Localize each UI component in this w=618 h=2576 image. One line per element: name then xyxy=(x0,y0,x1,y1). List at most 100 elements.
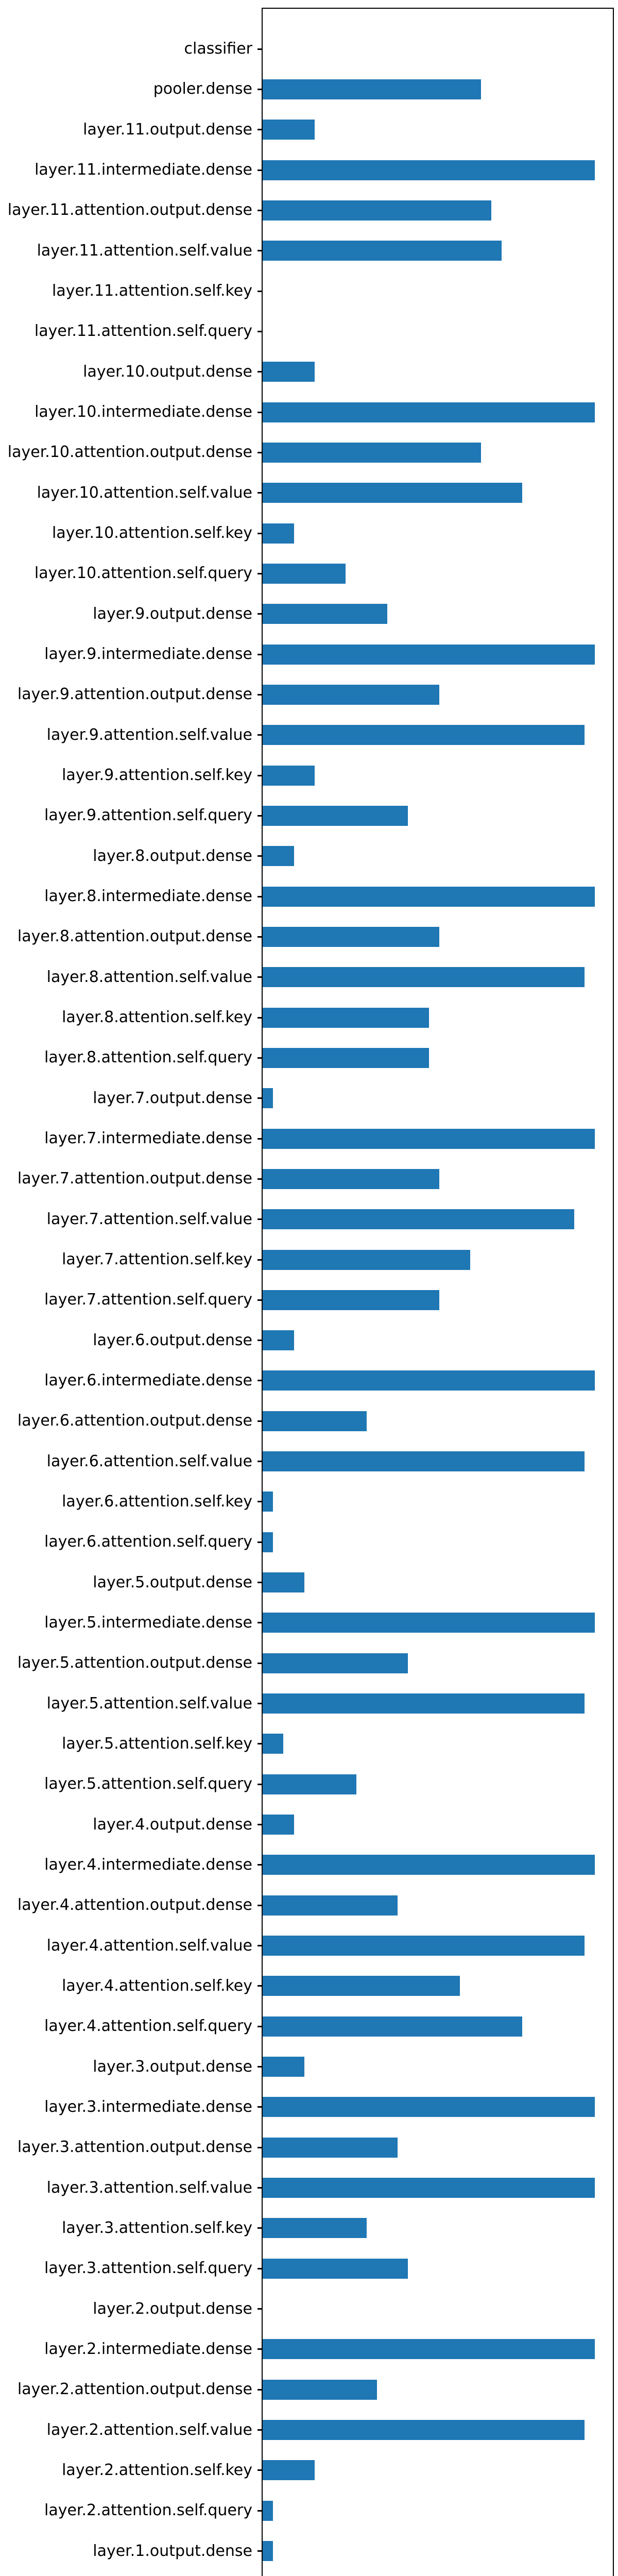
bar xyxy=(263,1936,585,1956)
category-row: layer.3.output.dense xyxy=(0,2046,262,2087)
y-tick-mark xyxy=(258,290,262,292)
category-row: layer.9.attention.output.dense xyxy=(0,674,262,715)
y-tick-mark xyxy=(258,1824,262,1826)
bar-row xyxy=(263,231,613,271)
category-row: layer.9.attention.self.value xyxy=(0,715,262,755)
y-axis-category-labels: classifier pooler.dense layer.11.output.de… xyxy=(0,9,262,2576)
bar-row xyxy=(263,190,613,230)
category-row: layer.9.attention.self.query xyxy=(0,795,262,836)
category-row: layer.6.attention.output.dense xyxy=(0,1401,262,1441)
bar xyxy=(263,1088,273,1109)
category-row: layer.11.attention.self.key xyxy=(0,271,262,311)
category-label: classifier xyxy=(184,40,253,58)
category-row: layer.4.output.dense xyxy=(0,1804,262,1844)
bar-row xyxy=(263,1482,613,1522)
category-row: layer.8.intermediate.dense xyxy=(0,876,262,917)
bar-row xyxy=(263,1199,613,1240)
bar-row xyxy=(263,392,613,432)
category-label: layer.2.output.dense xyxy=(93,2299,252,2318)
category-label: layer.7.output.dense xyxy=(93,1089,252,1107)
y-tick-mark xyxy=(258,1259,262,1261)
bar xyxy=(263,2178,595,2198)
category-row: layer.4.attention.self.key xyxy=(0,1966,262,2006)
category-label: layer.7.attention.output.dense xyxy=(17,1170,252,1188)
y-tick-mark xyxy=(258,2146,262,2148)
category-label: layer.7.intermediate.dense xyxy=(44,1129,252,1148)
category-label: layer.6.output.dense xyxy=(93,1331,252,1349)
bar xyxy=(263,1572,304,1593)
y-tick-mark xyxy=(258,1743,262,1745)
category-label: layer.9.intermediate.dense xyxy=(44,645,252,664)
category-row: layer.3.intermediate.dense xyxy=(0,2087,262,2127)
y-tick-mark xyxy=(258,815,262,817)
bar-row xyxy=(263,1804,613,1844)
category-row: layer.3.attention.self.query xyxy=(0,2248,262,2289)
y-tick-mark xyxy=(258,2066,262,2068)
y-tick-mark xyxy=(258,169,262,171)
category-row: layer.10.attention.self.value xyxy=(0,473,262,513)
y-tick-mark xyxy=(258,492,262,494)
category-label: layer.10.attention.output.dense xyxy=(7,443,252,462)
category-label: layer.8.output.dense xyxy=(93,846,252,865)
category-row: layer.7.output.dense xyxy=(0,1078,262,1118)
category-label: layer.11.output.dense xyxy=(83,120,252,139)
bar-row xyxy=(263,1764,613,1804)
category-label: layer.3.attention.self.query xyxy=(44,2259,252,2278)
bar-row xyxy=(263,1441,613,1481)
bar-row xyxy=(263,674,613,715)
bar xyxy=(263,2541,273,2561)
bar xyxy=(263,160,595,180)
category-label: layer.5.intermediate.dense xyxy=(44,1613,252,1632)
category-label: layer.11.intermediate.dense xyxy=(35,161,252,179)
category-row: layer.10.attention.output.dense xyxy=(0,432,262,472)
bar-row xyxy=(263,1724,613,1764)
y-tick-mark xyxy=(258,976,262,978)
category-label: layer.3.intermediate.dense xyxy=(44,2097,252,2116)
category-label: layer.9.output.dense xyxy=(93,604,252,623)
bar xyxy=(263,2097,595,2117)
bar xyxy=(263,1047,429,1068)
bar-row xyxy=(263,1280,613,1320)
category-row: layer.7.attention.output.dense xyxy=(0,1159,262,1199)
category-label: layer.11.attention.self.value xyxy=(37,241,252,260)
category-label: layer.11.attention.self.key xyxy=(52,282,252,300)
bar xyxy=(263,1330,294,1351)
category-row: layer.6.attention.self.key xyxy=(0,1482,262,1522)
category-label: layer.3.attention.output.dense xyxy=(17,2138,252,2157)
category-label: layer.4.attention.self.query xyxy=(44,2017,252,2036)
category-row: layer.8.output.dense xyxy=(0,836,262,876)
category-row: layer.6.attention.self.query xyxy=(0,1522,262,1562)
category-row: layer.8.attention.output.dense xyxy=(0,917,262,957)
bar xyxy=(263,2460,315,2481)
category-row: layer.1.output.dense xyxy=(0,2531,262,2571)
y-tick-mark xyxy=(258,613,262,615)
category-row: layer.9.output.dense xyxy=(0,594,262,634)
category-row: layer.11.attention.self.value xyxy=(0,231,262,271)
y-tick-mark xyxy=(258,1057,262,1059)
category-row: layer.2.output.dense xyxy=(0,2289,262,2329)
y-tick-mark xyxy=(258,88,262,90)
bar xyxy=(263,2137,398,2158)
y-tick-mark xyxy=(258,2510,262,2512)
y-tick-mark xyxy=(258,1097,262,1099)
category-label: layer.1.output.dense xyxy=(93,2541,252,2560)
bar-row xyxy=(263,2571,613,2576)
category-label: layer.10.intermediate.dense xyxy=(35,403,252,421)
y-tick-mark xyxy=(258,2025,262,2027)
bar xyxy=(263,604,388,624)
bar-row xyxy=(263,1966,613,2006)
category-label: layer.10.attention.self.key xyxy=(52,524,252,543)
bar-row xyxy=(263,110,613,150)
bar-row xyxy=(263,594,613,634)
category-row: pooler.dense xyxy=(0,69,262,109)
y-tick-mark xyxy=(258,855,262,857)
bar xyxy=(263,2016,523,2037)
category-row: layer.7.intermediate.dense xyxy=(0,1118,262,1159)
category-row: layer.9.intermediate.dense xyxy=(0,634,262,674)
category-label: layer.5.attention.self.key xyxy=(62,1734,252,1753)
bar-row xyxy=(263,755,613,795)
category-row: layer.3.attention.self.key xyxy=(0,2208,262,2248)
category-row: layer.11.attention.self.query xyxy=(0,311,262,351)
bar xyxy=(263,1249,471,1270)
bar xyxy=(263,362,315,382)
